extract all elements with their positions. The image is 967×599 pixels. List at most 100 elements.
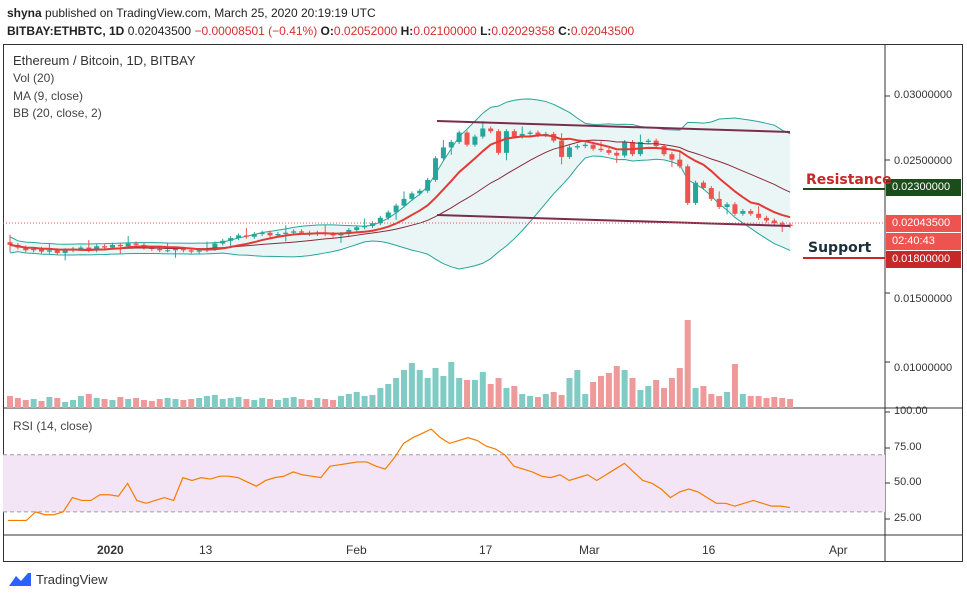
volume-bar — [574, 370, 581, 408]
candle-body — [401, 198, 407, 206]
candle-body — [354, 227, 360, 230]
volume-bar — [267, 399, 274, 408]
volume-bar — [188, 399, 195, 408]
candle-body — [763, 217, 769, 221]
candle-body — [480, 128, 486, 137]
candle-body — [527, 132, 533, 134]
candle-body — [606, 150, 612, 153]
candle-body — [511, 131, 517, 137]
candle-body — [724, 204, 730, 207]
volume-bar — [582, 394, 589, 408]
volume-bar — [133, 398, 140, 408]
rsi-legend[interactable]: RSI (14, close) — [13, 419, 93, 433]
last-price: 0.02043500 — [127, 24, 192, 38]
upper-trendline — [436, 120, 791, 133]
candle-body — [661, 146, 667, 155]
volume-bar — [692, 388, 699, 408]
ohlc-line: BITBAY:ETHBTC, 1D 0.02043500 −0.00008501… — [7, 24, 634, 38]
candle-body — [117, 244, 123, 247]
volume-bar — [282, 398, 289, 408]
candle-body — [180, 248, 186, 251]
candle-body — [196, 250, 202, 252]
volume-bar — [117, 397, 124, 408]
volume-bar — [661, 388, 668, 408]
volume-bar — [495, 378, 502, 408]
low-value: 0.02029358 — [491, 24, 555, 38]
support-price-tag: 0.01800000 — [886, 251, 961, 268]
price-axis-label: 0.01500000 — [894, 293, 953, 305]
candle-body — [590, 144, 596, 149]
candle-body — [700, 182, 706, 189]
volume-bar — [93, 398, 100, 408]
volume-bar — [62, 402, 69, 408]
volume-bar — [211, 395, 218, 408]
volume-bar — [85, 394, 92, 408]
volume-bar — [345, 394, 352, 408]
volume-legend[interactable]: Vol (20) — [13, 71, 55, 85]
resistance-annotation: Resistance — [806, 172, 892, 188]
volume-bar — [251, 400, 258, 408]
low-label: L: — [480, 24, 492, 38]
ma-legend[interactable]: MA (9, close) — [13, 89, 84, 103]
volume-bar — [566, 378, 573, 408]
volume-bar — [676, 368, 683, 408]
candle-body — [243, 235, 249, 237]
open-label: O: — [320, 24, 334, 38]
volume-bar — [534, 397, 541, 408]
candle-body — [259, 232, 265, 235]
candle-body — [228, 238, 234, 241]
volume-bar — [377, 388, 384, 408]
candle-body — [267, 232, 273, 236]
candle-body — [23, 247, 29, 251]
time-axis-label: 2020 — [97, 543, 124, 557]
candle-body — [330, 234, 336, 236]
candle-body — [756, 213, 762, 218]
candle-body — [614, 152, 620, 156]
rsi-band-fill — [3, 454, 885, 512]
price-axis-label: 0.02500000 — [894, 155, 953, 167]
candle-body — [708, 188, 714, 199]
publish-text: published on TradingView.com, March 25, … — [45, 6, 376, 20]
volume-bar — [227, 398, 234, 408]
volume-bar — [590, 382, 597, 408]
chart-legend-title[interactable]: Ethereum / Bitcoin, 1D, BITBAY — [13, 53, 196, 68]
tradingview-logo[interactable]: TradingView — [8, 571, 108, 587]
volume-bar — [763, 398, 770, 408]
current-price-tag: 0.02043500 — [886, 215, 961, 232]
candle-body — [165, 250, 171, 252]
author-name[interactable]: shyna — [7, 6, 42, 20]
candle-body — [338, 234, 344, 236]
volume-bar — [487, 384, 494, 408]
candle-body — [472, 136, 478, 145]
candle-body — [220, 240, 226, 244]
publish-info: shyna published on TradingView.com, Marc… — [7, 6, 376, 20]
bb-legend[interactable]: BB (20, close, 2) — [13, 106, 102, 120]
candle-body — [78, 247, 84, 249]
volume-bar — [77, 396, 84, 408]
candle-body — [645, 140, 651, 143]
candle-body — [685, 166, 691, 203]
volume-bar — [290, 397, 297, 408]
candle-body — [440, 147, 446, 159]
candle-body — [39, 248, 45, 252]
volume-bar — [755, 396, 762, 408]
countdown-tag: 02:40:43 — [886, 233, 961, 250]
candle-body — [574, 146, 580, 148]
volume-bar — [527, 396, 534, 408]
volume-bar — [196, 398, 203, 408]
volume-bar — [306, 400, 313, 408]
candle-body — [31, 248, 37, 251]
lower-trendline — [436, 214, 791, 227]
volume-bar — [629, 378, 636, 408]
resistance-price-tag: 0.02300000 — [886, 179, 961, 196]
rsi-axis-label: 25.00 — [894, 512, 922, 524]
volume-bar — [503, 388, 510, 408]
time-axis-label: 13 — [199, 543, 213, 557]
volume-bar — [511, 386, 518, 408]
candle-body — [433, 158, 439, 180]
volume-bar — [322, 399, 329, 408]
candle-body — [188, 250, 194, 252]
candle-body — [409, 193, 415, 199]
volume-bar — [787, 399, 794, 408]
